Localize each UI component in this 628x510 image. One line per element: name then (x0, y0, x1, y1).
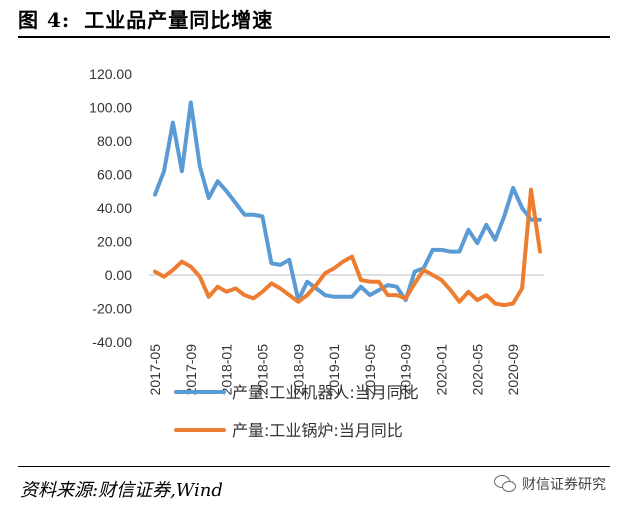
series-line-industrial-boiler (153, 187, 542, 308)
watermark: 财信证券研究 (494, 474, 606, 494)
y-tick-label: -20.00 (92, 301, 132, 317)
x-tick-label: 2017-09 (183, 344, 199, 396)
source-note: 资料来源:财信证券,Wind (20, 480, 223, 501)
series-line-industrial-robot (153, 100, 542, 303)
x-tick-label: 2020-09 (505, 344, 521, 396)
y-tick-label: 100.00 (89, 100, 132, 116)
x-tick-label: 2018-01 (219, 344, 235, 396)
x-tick-label: 2020-01 (434, 344, 450, 396)
x-tick-label: 2018-09 (290, 344, 306, 396)
figure-title: 图 4: 工业品产量同比增速 (18, 4, 273, 33)
y-tick-label: -40.00 (92, 334, 132, 350)
y-tick-label: 0.00 (105, 267, 132, 283)
bottom-rule (18, 466, 610, 467)
y-tick-label: 20.00 (97, 234, 132, 250)
x-tick-label: 2019-01 (326, 344, 342, 396)
line-chart: 120.00 100.00 80.00 60.00 40.00 20.00 0.00 -20.… (89, 66, 544, 440)
figure-title-text: 工业品产量同比增速 (84, 8, 274, 32)
y-tick-label: 120.00 (89, 66, 132, 82)
series-lines (153, 100, 542, 308)
x-tick-label: 2019-09 (398, 344, 414, 396)
watermark-text: 财信证券研究 (522, 477, 606, 493)
x-tick-label: 2019-05 (362, 344, 378, 396)
legend-label: 产量:工业锅炉:当月同比 (232, 421, 403, 440)
figure-label: 图 4: (18, 8, 71, 32)
top-rule (18, 36, 610, 38)
y-tick-label: 40.00 (97, 200, 132, 216)
x-tick-label: 2017-05 (147, 344, 163, 396)
y-axis: 120.00 100.00 80.00 60.00 40.00 20.00 0.00 -20.… (89, 66, 132, 350)
y-tick-label: 60.00 (97, 167, 132, 183)
legend-label: 产量:工业机器人:当月同比 (232, 383, 419, 402)
x-tick-label: 2020-05 (469, 344, 485, 396)
y-tick-label: 80.00 (97, 133, 132, 149)
wechat-icon (494, 475, 516, 493)
x-axis: 2017-05 2017-09 2018-01 2018-05 2018-09 2019-… (147, 274, 544, 396)
x-tick-label: 2018-05 (254, 344, 270, 396)
